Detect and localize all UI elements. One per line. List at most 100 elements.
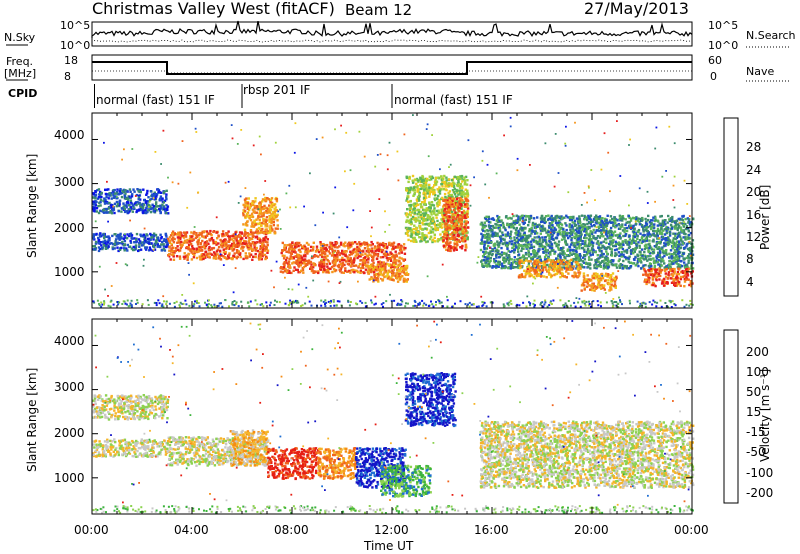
power-echo-cell [387,269,390,272]
power-echo-cell [122,190,125,194]
power-echo-cell [274,227,277,230]
power-echo-cell [581,239,584,243]
power-echo-cell [170,243,173,247]
power-echo-cell [558,215,562,218]
power-echo-cell [621,219,624,222]
power-echo-cell [410,228,414,232]
power-echo-cell [380,261,383,264]
power-echo-cell [108,194,111,197]
power-echo-cell [321,247,324,250]
power-echo-cell [112,196,116,199]
noise-search-label: N.Search [746,29,796,42]
power-echo-cell [133,190,136,193]
power-echo-cell [260,258,263,261]
power-echo-cell [267,211,270,214]
power-echo-cell [110,204,113,207]
power-echo-cell [225,233,229,236]
power-echo-cell [246,215,249,218]
power-echo-cell [687,261,690,264]
power-echo-cell [376,279,380,282]
power-echo-cell [359,253,363,256]
power-echo-cell [392,268,395,271]
power-echo-cell [264,235,267,239]
power-echo-cell [251,231,254,234]
power-echo-cell [406,215,409,219]
power-echo-cell [497,245,500,248]
power-echo-cell [385,256,388,259]
power-echo-cell [417,179,420,182]
power-echo-cell [365,258,368,262]
power-echo-cell [416,189,419,192]
power-echo-cell [410,222,413,225]
power-echo-cell [292,256,295,259]
power-echo-cell [363,263,366,266]
power-echo-cell [410,217,413,221]
power-echo-cell [405,212,408,215]
power-echo-cell [143,236,147,240]
power-echo-cell [453,207,456,210]
power-echo-cell [270,218,274,221]
power-echo-cell [434,198,437,202]
power-echo-cell [169,258,172,261]
power-echo-cell [334,261,337,264]
power-echo-cell [363,247,367,250]
power-echo-cell [439,222,442,225]
power-echo-cell [527,253,531,257]
power-echo-cell [161,197,164,200]
power-echo-cell [221,234,224,238]
power-echo-cell [377,268,380,271]
power-echo-cell [290,271,293,275]
power-echo-cell [677,224,681,227]
power-echo-cell [231,249,234,252]
power-echo-cell [453,243,457,246]
power-echo-cell [350,268,353,272]
power-echo-cell [433,212,436,215]
power-echo-cell [372,280,375,283]
power-echo-cell [137,198,140,201]
power-echo-cell [317,250,321,254]
power-echo-cell [331,261,335,264]
power-echo-cell [350,253,353,256]
power-echo-cell [428,191,432,194]
power-echo-cell [402,280,406,283]
power-echo-cell [94,240,98,244]
power-echo-cell [309,245,313,249]
power-echo-cell [631,262,634,265]
power-echo-cell [464,228,467,231]
power-echo-cell [244,204,248,207]
velocity-ytick: 2000 [54,426,85,440]
power-echo-cell [590,232,594,235]
power-echo-cell [400,251,404,254]
power-echo-cell [416,233,419,236]
power-echo-cell [450,184,454,188]
power-echo-cell [299,254,302,258]
power-echo-cell [303,258,307,261]
power-echo-cell [322,243,325,246]
power-echo-cell [398,274,401,278]
power-echo-cell [415,179,419,182]
power-echo-cell [227,244,230,247]
power-echo-cell [324,257,328,260]
power-echo-cell [421,176,425,179]
power-echo-cell [425,179,428,182]
power-echo-cell [533,236,536,239]
power-echo-cell [687,256,691,259]
power-echo-cell [230,238,233,241]
power-echo-cell [428,195,431,198]
power-echo-cell [235,237,238,240]
power-echo-cell [454,223,457,226]
power-echo-cell [657,263,660,266]
power-echo-cell [463,183,466,186]
power-echo-cell [341,249,344,253]
power-echo-cell [251,202,254,205]
power-echo-cell [322,258,325,261]
power-echo-cell [453,233,456,237]
power-echo-cell [251,221,254,224]
power-echo-cell [410,233,413,236]
power-echo-cell [459,228,462,231]
power-echo-cell [348,253,351,257]
power-echo-cell [442,205,445,208]
power-echo-cell [658,247,661,250]
power-echo-cell [409,214,412,217]
power-echo-cell [325,268,328,272]
